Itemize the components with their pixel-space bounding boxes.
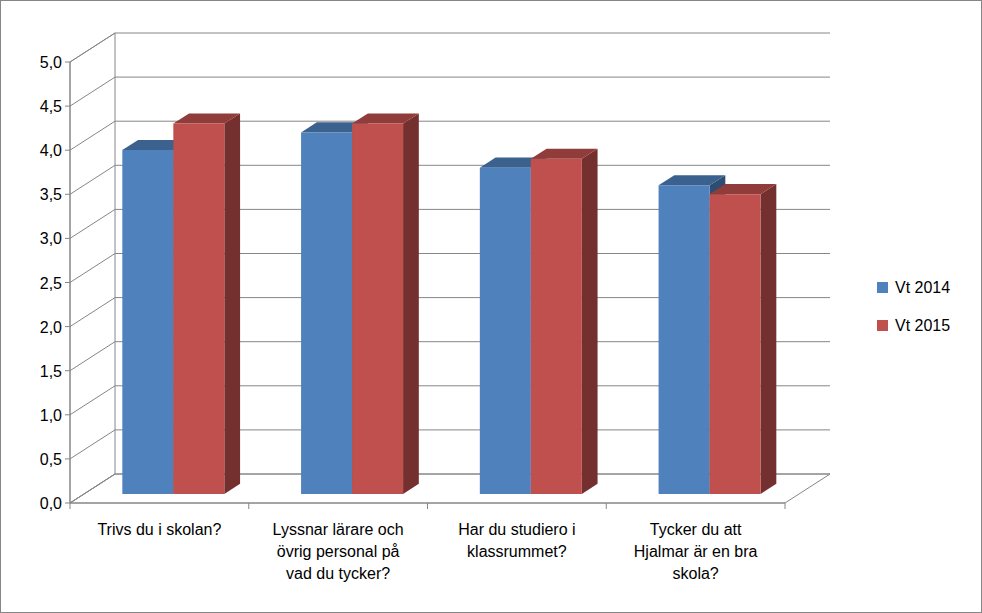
bar-side: [403, 113, 419, 494]
legend-swatch: [877, 282, 888, 293]
tick-label: 0,5: [40, 451, 62, 468]
bar: [301, 132, 352, 494]
tick-label: 3,0: [40, 230, 62, 247]
y-axis: 0,0 0,5 1,0 1,5 2,0 2,5 3,0 3,5 4,0 4,5 5,0: [40, 54, 70, 512]
chart-frame: [1, 1, 982, 613]
x-axis: Trivs du i skolan? Lyssnar lärare ochövri…: [70, 503, 785, 582]
bar: [352, 124, 403, 494]
bar-side: [761, 184, 777, 494]
category-separator: [70, 503, 71, 509]
grid-line: [70, 77, 830, 106]
legend-label: Vt 2015: [895, 317, 950, 334]
bar-top: [531, 149, 598, 159]
tick-label: 2,5: [40, 275, 62, 292]
tick-mark: [65, 414, 70, 415]
tick-mark: [65, 370, 70, 371]
bar-top: [659, 175, 726, 185]
bar: [480, 168, 531, 494]
category-label: Har du studiero iklassrummet?: [458, 521, 575, 560]
bar: [659, 185, 710, 494]
bars: [122, 113, 776, 494]
tick-mark: [65, 62, 70, 63]
tick-label: 5,0: [40, 54, 62, 71]
tick-mark: [65, 150, 70, 151]
bar: [710, 194, 761, 494]
legend-swatch: [877, 320, 888, 331]
category-separator: [427, 503, 428, 509]
category-separator: [248, 503, 249, 509]
tick-mark: [65, 106, 70, 107]
tick-mark: [65, 503, 70, 504]
bar: [122, 150, 173, 494]
bar-side: [582, 149, 598, 494]
tick-label: 2,0: [40, 319, 62, 336]
category-label: Lyssnar lärare ochövrig personal påvad d…: [273, 521, 404, 582]
bar-top: [173, 113, 240, 123]
bar-top: [710, 184, 777, 194]
tick-mark: [65, 458, 70, 459]
category-separator: [606, 503, 607, 509]
tick-mark: [65, 282, 70, 283]
tick-label: 3,5: [40, 186, 62, 203]
tick-label: 4,0: [40, 142, 62, 159]
grid-line: [70, 33, 830, 62]
tick-label: 1,0: [40, 407, 62, 424]
chart: 0,0 0,5 1,0 1,5 2,0 2,5 3,0 3,5 4,0 4,5 5,0 Trivs d…: [0, 0, 982, 613]
tick-label: 0,0: [40, 495, 62, 512]
tick-label: 1,5: [40, 363, 62, 380]
bar-top: [352, 113, 419, 123]
category-label: Trivs du i skolan?: [97, 521, 221, 538]
tick-mark: [65, 326, 70, 327]
category-separator: [785, 503, 786, 509]
bar-side: [224, 113, 240, 494]
legend: Vt 2014 Vt 2015: [877, 279, 950, 334]
y-axis-line: [70, 62, 71, 503]
tick-label: 4,5: [40, 98, 62, 115]
legend-label: Vt 2014: [895, 279, 950, 296]
bar: [531, 159, 582, 494]
grid: [70, 33, 830, 503]
tick-mark: [65, 194, 70, 195]
bar: [173, 124, 224, 494]
category-label: Tycker du attHjalmar är en braskola?: [634, 521, 758, 582]
tick-mark: [65, 238, 70, 239]
